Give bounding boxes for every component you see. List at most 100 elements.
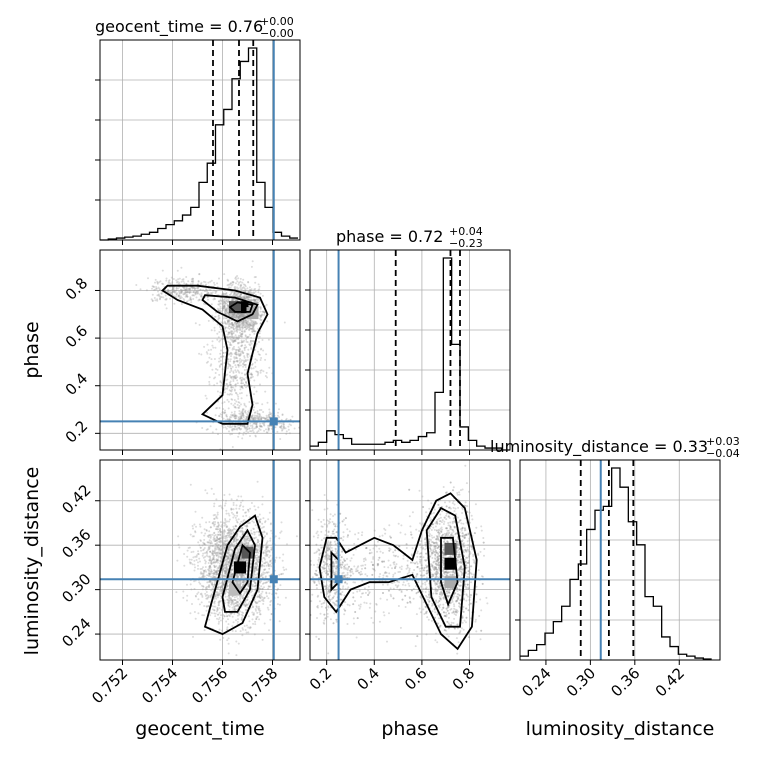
sample-point	[236, 515, 238, 517]
sample-point	[262, 552, 264, 554]
sample-point	[268, 556, 270, 558]
sample-point	[243, 519, 245, 521]
sample-point	[266, 304, 268, 306]
sample-point	[239, 599, 241, 601]
sample-point	[219, 583, 221, 585]
sample-point	[222, 637, 224, 639]
sample-point	[259, 318, 261, 320]
sample-point	[162, 283, 164, 285]
sample-point	[146, 289, 148, 291]
sample-point	[226, 428, 228, 430]
sample-point	[224, 505, 226, 507]
sample-point	[229, 433, 231, 435]
sample-point	[195, 511, 197, 513]
sample-point	[227, 425, 229, 427]
sample-point	[235, 334, 237, 336]
sample-point	[254, 288, 256, 290]
sample-point	[155, 279, 157, 281]
sample-point	[258, 300, 260, 302]
sample-point	[231, 412, 233, 414]
sample-point	[250, 297, 252, 299]
sample-point	[222, 368, 224, 370]
sample-point	[254, 411, 256, 413]
sample-point	[256, 301, 258, 303]
sample-point	[257, 374, 259, 376]
sample-point	[225, 308, 227, 310]
sample-point	[242, 324, 244, 326]
sample-point	[192, 525, 194, 527]
sample-point	[212, 545, 214, 547]
sample-point	[294, 428, 296, 430]
sample-point	[253, 380, 255, 382]
sample-point	[285, 568, 287, 570]
sample-point	[217, 528, 219, 530]
sample-point	[228, 652, 230, 654]
sample-point	[242, 321, 244, 323]
sample-point	[255, 427, 257, 429]
sample-point	[194, 588, 196, 590]
sample-point	[242, 366, 244, 368]
sample-point	[203, 543, 205, 545]
sample-point	[226, 639, 228, 641]
sample-point	[205, 521, 207, 523]
y-tick-label-phase: 0.4	[62, 369, 92, 399]
sample-point	[247, 356, 249, 358]
sample-point	[253, 531, 255, 533]
sample-point	[279, 604, 281, 606]
sample-point	[228, 554, 230, 556]
joint-geocent-time-phase-panel: 0.20.40.60.8	[62, 250, 320, 455]
sample-point	[218, 300, 220, 302]
sample-point	[255, 584, 257, 586]
sample-point	[229, 375, 231, 377]
sample-point	[236, 280, 238, 282]
sample-point	[193, 291, 195, 293]
sample-point	[168, 290, 170, 292]
sample-point	[208, 619, 210, 621]
sample-point	[248, 401, 250, 403]
sample-point	[210, 289, 212, 291]
sample-point	[253, 393, 255, 395]
sample-point	[260, 315, 262, 317]
sample-point	[222, 548, 224, 550]
sample-point	[217, 614, 219, 616]
sample-point	[241, 397, 243, 399]
sample-point	[191, 559, 193, 561]
sample-point	[215, 428, 217, 430]
sample-point	[221, 524, 223, 526]
sample-point	[207, 296, 209, 298]
sample-point	[261, 313, 263, 315]
sample-point	[209, 565, 211, 567]
sample-point	[258, 288, 260, 290]
sample-point	[239, 388, 241, 390]
sample-point	[246, 625, 248, 627]
sample-point	[219, 353, 221, 355]
sample-point	[238, 317, 240, 319]
sample-point	[228, 354, 230, 356]
sample-point	[239, 405, 241, 407]
sample-point	[260, 293, 262, 295]
sample-point	[285, 597, 287, 599]
sample-point	[241, 392, 243, 394]
sample-point	[157, 291, 159, 293]
sample-point	[240, 354, 242, 356]
sample-point	[240, 382, 242, 384]
sample-point	[228, 394, 230, 396]
histogram-phase-step-line	[310, 258, 510, 450]
sample-point	[237, 539, 239, 541]
sample-point	[207, 361, 209, 363]
sample-point	[236, 504, 238, 506]
sample-point	[208, 601, 210, 603]
sample-point	[232, 517, 234, 519]
sample-point	[217, 391, 219, 393]
sample-point	[210, 349, 212, 351]
sample-point	[258, 618, 260, 620]
sample-point	[262, 339, 264, 341]
sample-point	[243, 581, 245, 583]
sample-point	[267, 540, 269, 542]
sample-point	[243, 331, 245, 333]
sample-point	[199, 561, 201, 563]
sample-point	[242, 408, 244, 410]
sample-point	[250, 337, 252, 339]
y-tick-label-phase: 0.6	[62, 322, 92, 352]
sample-point	[230, 381, 232, 383]
